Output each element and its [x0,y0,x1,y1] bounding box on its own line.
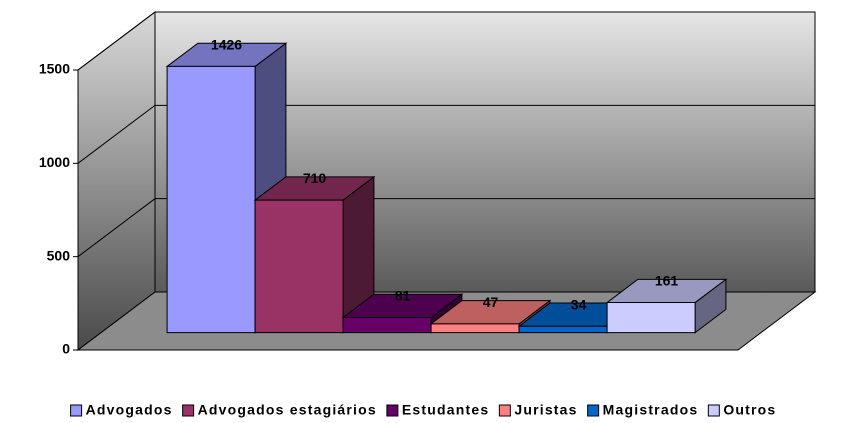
legend-label: Advogados estagiários [198,402,377,418]
y-tick-label: 0 [62,341,70,357]
value-label: 34 [571,296,587,312]
legend-label: Juristas [514,402,577,418]
grid-line [77,104,815,164]
legend-swatch [587,404,600,417]
legend-label: Magistrados [603,402,699,418]
legend-swatch [70,404,83,417]
legend-label: Outros [723,402,776,418]
y-tick-label: 1000 [39,154,70,170]
value-label: 47 [483,294,499,310]
bar-front [166,65,256,334]
left-wall [77,10,156,352]
legend-swatch [498,404,511,417]
bar-front [518,325,608,334]
value-label: 710 [303,170,327,186]
legend-swatch [386,404,399,417]
value-label: 161 [655,273,679,289]
y-tick-label: 1500 [39,61,70,77]
grid-line [77,11,815,71]
bar-front [430,323,520,334]
legend-label: Estudantes [402,402,489,418]
y-tick-label: 500 [47,247,71,263]
legend-swatch [707,404,720,417]
legend-label: Advogados [86,402,173,418]
grid-line [77,198,815,258]
bar [605,278,728,334]
bar-front [606,302,696,334]
value-label: 1426 [211,37,242,53]
bar-front [254,199,344,334]
value-label: 81 [395,288,411,304]
legend-swatch [182,404,195,417]
bar-front [342,316,432,334]
